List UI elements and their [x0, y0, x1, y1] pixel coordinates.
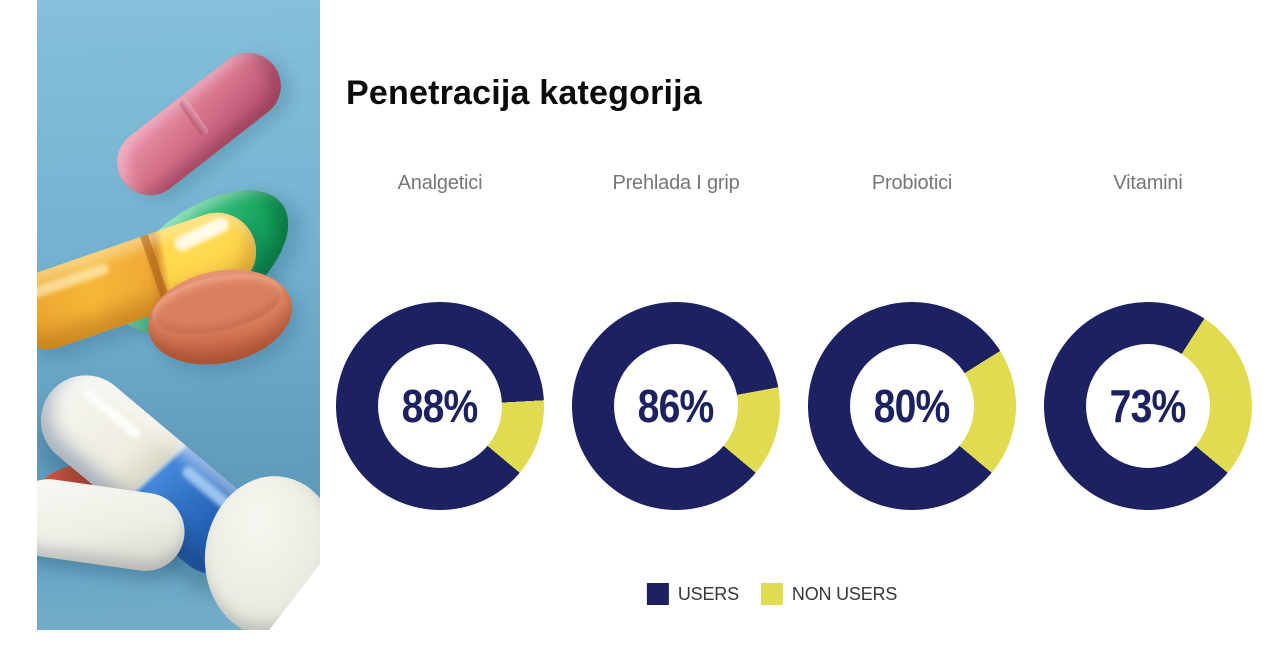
legend-label-non-users: NON USERS [791, 583, 898, 604]
donut-chart-prehlada-i-grip: 86% [572, 302, 780, 510]
capsule-highlight [37, 262, 111, 305]
pills-photo [37, 0, 320, 630]
page-title: Penetracija kategorija [346, 74, 702, 112]
donut-hole: 88% [378, 344, 502, 468]
capsule-highlight [82, 387, 143, 441]
chart-legend: USERS NON USERS [646, 583, 898, 605]
category-label-prehlada-i-grip: Prehlada I grip [612, 172, 740, 194]
donut-value-label: 88% [402, 380, 479, 432]
donut-chart-analgetici: 88% [336, 302, 544, 510]
pink-tablet-image [103, 39, 295, 209]
legend-swatch-users [646, 583, 669, 605]
donut-hole: 73% [1086, 344, 1210, 468]
donut-hole: 86% [614, 344, 738, 468]
donut-value-label: 86% [638, 380, 715, 432]
category-label-vitamini: Vitamini [1113, 172, 1183, 194]
legend-label-users: USERS [677, 583, 739, 604]
legend-swatch-non-users [760, 583, 783, 605]
donut-hole: 80% [850, 344, 974, 468]
donut-value-label: 80% [874, 380, 951, 432]
category-label-analgetici: Analgetici [397, 172, 483, 194]
donut-value-label: 73% [1110, 380, 1187, 432]
category-label-probiotici: Probiotici [871, 172, 953, 194]
tablet-score-line [178, 97, 210, 138]
donut-chart-vitamini: 73% [1044, 302, 1252, 510]
donut-chart-probiotici: 80% [808, 302, 1016, 510]
